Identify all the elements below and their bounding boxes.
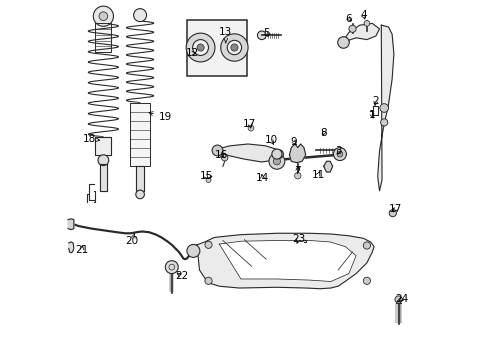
Polygon shape (68, 219, 74, 230)
Circle shape (221, 154, 227, 161)
Polygon shape (69, 242, 74, 253)
Circle shape (204, 241, 212, 248)
Circle shape (212, 145, 223, 156)
Circle shape (348, 25, 355, 32)
Text: 9: 9 (290, 137, 297, 147)
Circle shape (268, 153, 284, 169)
Circle shape (186, 244, 200, 257)
Circle shape (336, 151, 342, 157)
Bar (186, 20, 247, 76)
Polygon shape (341, 23, 379, 43)
Polygon shape (215, 144, 278, 162)
Circle shape (363, 242, 370, 249)
Polygon shape (323, 161, 332, 172)
Circle shape (388, 210, 396, 217)
Circle shape (337, 37, 348, 48)
Polygon shape (130, 103, 150, 166)
Circle shape (379, 104, 387, 112)
Circle shape (99, 12, 107, 21)
Polygon shape (219, 240, 355, 282)
Circle shape (197, 44, 204, 51)
Polygon shape (377, 25, 393, 191)
Text: 17: 17 (243, 119, 256, 129)
Circle shape (363, 21, 369, 26)
Circle shape (165, 261, 178, 274)
Text: 11: 11 (311, 170, 324, 180)
Text: 18: 18 (82, 134, 100, 144)
Text: 1: 1 (368, 110, 375, 120)
Circle shape (394, 296, 401, 303)
Circle shape (205, 177, 211, 183)
Circle shape (93, 6, 113, 26)
Text: 7: 7 (294, 166, 301, 176)
Text: 5: 5 (262, 28, 269, 38)
Text: 6: 6 (345, 14, 351, 24)
Circle shape (230, 44, 238, 51)
Text: 8: 8 (320, 128, 326, 138)
Polygon shape (100, 164, 107, 191)
Text: 12: 12 (185, 48, 199, 58)
Text: 2: 2 (372, 96, 378, 106)
Text: 19: 19 (149, 112, 172, 122)
Text: 21: 21 (75, 245, 88, 255)
Circle shape (227, 40, 241, 55)
Circle shape (98, 155, 108, 166)
Text: 15: 15 (199, 171, 212, 181)
Circle shape (333, 148, 346, 161)
Circle shape (274, 150, 283, 158)
Polygon shape (136, 166, 143, 191)
Text: 14: 14 (255, 173, 268, 183)
Circle shape (204, 277, 212, 284)
Circle shape (273, 158, 280, 165)
Text: 4: 4 (359, 10, 366, 20)
Text: 17: 17 (388, 204, 402, 214)
Circle shape (186, 33, 215, 62)
Circle shape (380, 119, 387, 126)
Text: 10: 10 (264, 135, 277, 145)
Circle shape (192, 40, 208, 55)
Text: 13: 13 (219, 27, 232, 43)
Text: 22: 22 (175, 271, 188, 282)
Circle shape (271, 149, 282, 159)
Polygon shape (289, 144, 305, 163)
Text: 24: 24 (395, 294, 408, 304)
Circle shape (294, 172, 301, 179)
Text: 20: 20 (125, 233, 139, 246)
Circle shape (257, 31, 265, 40)
Polygon shape (197, 233, 373, 289)
Circle shape (247, 125, 253, 131)
Circle shape (363, 277, 370, 284)
Circle shape (220, 34, 247, 61)
Text: 23: 23 (291, 234, 305, 244)
Text: 16: 16 (214, 150, 227, 160)
Polygon shape (95, 137, 111, 155)
Circle shape (133, 9, 146, 22)
Text: 3: 3 (335, 146, 342, 156)
Polygon shape (95, 23, 111, 52)
Circle shape (136, 190, 144, 199)
